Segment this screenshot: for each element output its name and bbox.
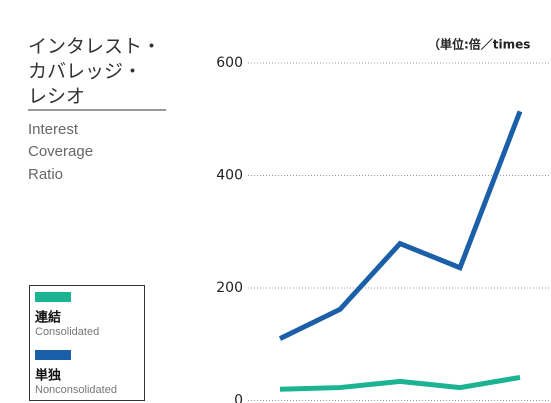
legend-label: 連結 [35, 310, 61, 326]
y-tick-label: 400 [216, 168, 243, 184]
y-tick-label: 600 [216, 55, 243, 71]
legend-label: 単独 [35, 368, 61, 384]
chart-title: カバレッジ・ [28, 61, 142, 83]
legend-swatch [35, 292, 71, 302]
series-line [279, 374, 521, 392]
legend-box [29, 285, 145, 401]
chart-title-en: Coverage [28, 143, 93, 160]
chart-title: インタレスト・ [28, 36, 161, 58]
legend-label-en: Consolidated [35, 326, 99, 338]
y-tick-label: 0 [234, 393, 243, 403]
chart-title: レシオ [28, 86, 85, 108]
unit-label: （単位:倍／times [428, 37, 530, 52]
chart-title-en: Interest [28, 121, 79, 138]
legend-swatch [35, 350, 71, 360]
series-line [278, 110, 523, 341]
legend-label-en: Nonconsolidated [35, 384, 117, 396]
chart-title-en: Ratio [28, 166, 63, 183]
y-tick-label: 200 [216, 280, 243, 296]
